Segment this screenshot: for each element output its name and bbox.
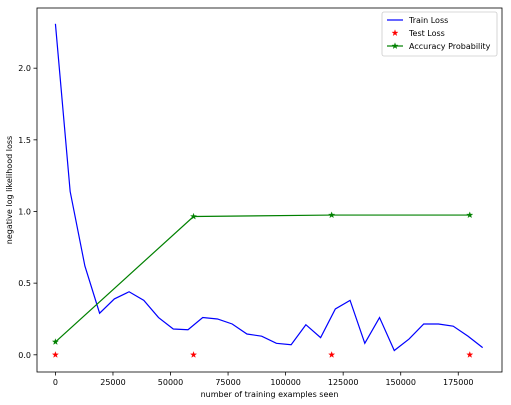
x-tick-label: 50000 xyxy=(158,378,183,387)
series-line xyxy=(54,23,484,352)
legend-marker xyxy=(391,29,399,36)
y-axis-label: negative log likelihood loss xyxy=(5,136,14,244)
x-axis: 0 25000 50000 75000 100000 125000 150000 175000 xyxy=(53,372,474,387)
legend-item: Test Loss xyxy=(391,29,445,38)
legend-item: Train Loss xyxy=(387,16,448,25)
data-point xyxy=(51,338,59,345)
x-tick-label: 75000 xyxy=(215,378,240,387)
legend-label: Train Loss xyxy=(408,16,448,25)
x-tick-label: 175000 xyxy=(443,378,474,387)
y-tick-label: 1.0 xyxy=(18,207,31,216)
data-point xyxy=(190,212,198,220)
x-tick-label: 125000 xyxy=(328,378,359,387)
x-tick-label: 100000 xyxy=(270,378,301,387)
legend-item: Accuracy Probability xyxy=(387,42,491,51)
series-train-loss xyxy=(54,23,484,352)
x-axis-label: number of training examples seen xyxy=(201,390,339,399)
y-tick-label: 0.5 xyxy=(18,279,31,288)
y-tick-label: 1.5 xyxy=(18,136,31,145)
data-point xyxy=(328,351,336,358)
y-tick-label: 0.0 xyxy=(18,351,31,360)
series-accuracy-probability xyxy=(51,211,474,345)
x-tick-label: 0 xyxy=(53,378,58,387)
legend-label: Accuracy Probability xyxy=(409,42,491,51)
data-point xyxy=(466,351,474,358)
x-tick-label: 25000 xyxy=(100,378,125,387)
y-tick-label: 2.0 xyxy=(18,64,31,73)
data-point xyxy=(190,351,198,358)
legend: Train Loss Test Loss Accuracy Probability xyxy=(381,11,498,57)
plot-area xyxy=(51,23,484,358)
x-tick-label: 150000 xyxy=(385,378,416,387)
data-point xyxy=(466,211,474,219)
legend-marker xyxy=(391,42,399,49)
plot-frame xyxy=(36,7,503,373)
data-point xyxy=(51,351,59,358)
series-line xyxy=(55,214,470,343)
series-test-loss xyxy=(51,351,474,358)
legend-label: Test Loss xyxy=(408,29,445,38)
legend-box xyxy=(381,11,498,57)
data-point xyxy=(328,211,336,219)
y-axis: 0.0 0.5 1.0 1.5 2.0 xyxy=(18,64,37,360)
